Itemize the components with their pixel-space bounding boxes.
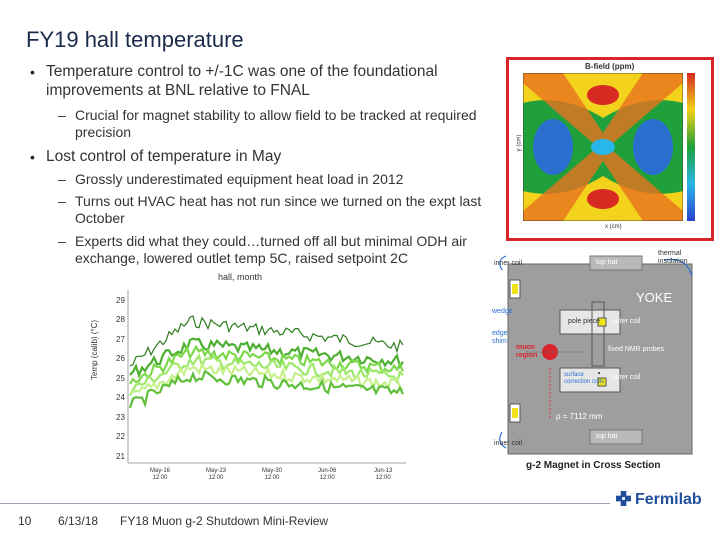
footer-divider	[0, 503, 610, 504]
magnet-drawing	[499, 255, 693, 455]
label-fixed-nmr-probes: fixed NMR probes	[608, 346, 665, 353]
y-tick-label: 28	[116, 315, 125, 325]
bullet-marker: •	[30, 64, 35, 80]
y-tick-label: 25	[116, 373, 125, 383]
y-tick-label: 23	[116, 412, 125, 422]
bullet-marker: •	[30, 149, 35, 165]
fermilab-wordmark: Fermilab	[635, 491, 702, 508]
sub-marker: –	[58, 193, 66, 209]
y-tick-label: 29	[116, 296, 125, 305]
label-muon-region: muon region	[516, 344, 538, 359]
label-pole-piece: pole piece	[568, 318, 600, 325]
label-inner-coil-top: inner coil	[494, 260, 523, 267]
label-yoke: YOKE	[636, 290, 673, 305]
temperature-trace	[129, 337, 404, 379]
chart-ylabel: Temp (calib) (°C)	[90, 319, 99, 380]
label-outer-coil-bottom: outer coil	[612, 374, 641, 381]
label-surface-correction-coils: surface correction coils	[564, 372, 605, 385]
sub-marker: –	[58, 171, 66, 187]
bullet-2-sub-1: Grossly underestimated equipment heat lo…	[75, 171, 404, 187]
bfield-title: B-field (ppm)	[585, 62, 635, 71]
y-tick-label: 27	[116, 334, 125, 344]
y-tick-label: 24	[116, 393, 125, 403]
bullet-2-sub-3: Experts did what they could…turned off a…	[75, 233, 467, 266]
bullet-1-sub-1: Crucial for magnet stability to allow fi…	[75, 107, 477, 140]
x-tick-label: May-23 12:00	[206, 468, 227, 481]
bfield-colorbar	[687, 73, 695, 221]
x-tick-label: Jun-06 12:00	[318, 468, 337, 481]
magnet-caption: g-2 Magnet in Cross Section	[526, 460, 661, 471]
bfield-xlabel: x (cm)	[605, 224, 622, 230]
bfield-map-frame: B-field (ppm) y (cm) x (cm)	[506, 57, 714, 241]
label-thermal-insulation: thermal insulation	[658, 250, 688, 265]
sub-marker: –	[58, 107, 66, 123]
slide-title: FY19 hall temperature	[26, 27, 244, 52]
label-top-hat-bottom: top hat	[596, 433, 618, 440]
label-top-hat-top: top hat	[596, 259, 618, 266]
label-inner-coil-bottom: inner coil	[494, 440, 523, 447]
fermilab-icon	[616, 491, 631, 506]
label-outer-coil-top: outer coil	[612, 318, 641, 325]
x-tick-label: May-16 12:00	[150, 468, 171, 481]
chart-title: hall, month	[218, 272, 263, 282]
fermilab-logo: Fermilab	[616, 491, 702, 509]
sub-marker: –	[58, 233, 66, 249]
y-tick-label: 26	[116, 354, 125, 364]
bullet-2-sub-2: Turns out HVAC heat has not run since we…	[75, 193, 482, 226]
label-wedge: wedge	[492, 308, 513, 315]
chart-plot	[127, 290, 406, 464]
bfield-plot	[523, 73, 683, 221]
temperature-trace	[129, 361, 404, 395]
temperature-trace	[129, 315, 404, 367]
y-tick-label: 21	[116, 451, 125, 461]
label-rho: ρ = 7112 mm	[556, 412, 603, 421]
y-tick-label: 22	[116, 432, 125, 442]
x-tick-label: Jun-13 12:00	[374, 468, 393, 481]
footer-date: 6/13/18	[58, 514, 99, 528]
bfield-ylabel: y (cm)	[516, 134, 523, 152]
temperature-trace	[128, 369, 405, 409]
temperature-chart: hall, month Temp (calib) (°C) 29 28 27 26 25…	[88, 270, 408, 492]
temperature-trace	[129, 344, 405, 385]
magnet-cross-section: inner coil top hat thermal insulation YO…	[486, 246, 712, 476]
bullet-1: Temperature control to +/-1C was one of …	[46, 63, 438, 99]
footer-event: FY18 Muon g-2 Shutdown Mini-Review	[120, 514, 329, 528]
label-edge-shim: edge shim	[492, 330, 508, 345]
bullet-2: Lost control of temperature in May	[46, 148, 282, 165]
x-tick-label: May-30 12:00	[262, 468, 283, 481]
page-number: 10	[18, 514, 32, 528]
